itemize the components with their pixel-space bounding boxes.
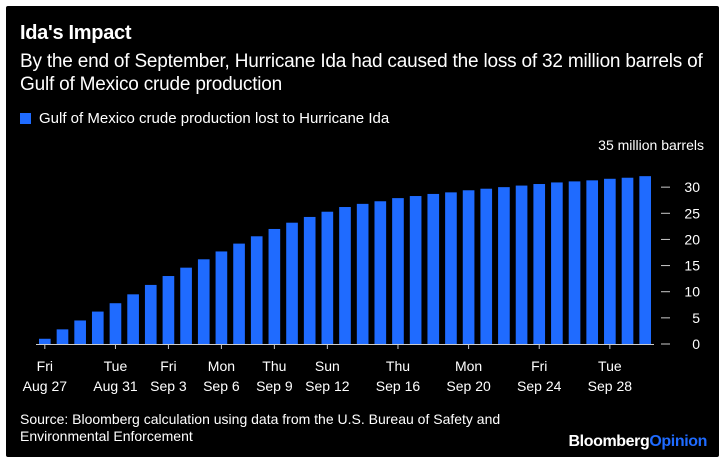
x-tick-label-date: Sep 3 [150, 378, 187, 394]
bar [621, 177, 634, 344]
x-tick-label-day: Sun [315, 358, 340, 374]
bar [498, 187, 510, 344]
bar [250, 236, 263, 344]
legend-swatch [20, 113, 31, 124]
bar [427, 193, 440, 344]
x-tick-label-date: Sep 6 [203, 378, 240, 394]
bar [533, 184, 546, 344]
legend-label: Gulf of Mexico crude production lost to … [39, 110, 390, 127]
y-tick-label: 25 [684, 205, 700, 221]
bar [462, 190, 475, 344]
brand-logo: BloombergOpinion [569, 433, 708, 451]
bar [286, 222, 298, 344]
y-tick-label: 15 [684, 258, 700, 274]
bar [268, 228, 281, 344]
bar [91, 311, 104, 344]
x-tick-label-date: Sep 16 [376, 378, 421, 394]
bar [356, 203, 369, 344]
x-tick-label-day: Fri [160, 358, 176, 374]
bar [127, 294, 139, 344]
bar [480, 188, 493, 344]
bar [604, 178, 616, 344]
source-note: Source: Bloomberg calculation using data… [20, 411, 501, 444]
y-axis-unit-label: 35 million barrels [598, 137, 704, 153]
bar [39, 338, 51, 344]
bar [551, 182, 563, 344]
bar [180, 267, 192, 344]
brand-accent: Opinion [649, 433, 707, 450]
x-tick-label-date: Sep 9 [256, 378, 293, 394]
y-tick-label: 10 [684, 284, 700, 300]
chart-subtitle: By the end of September, Hurricane Ida h… [20, 51, 703, 95]
chart-title: Ida's Impact [20, 22, 132, 44]
bar [321, 211, 334, 344]
chart-card: Ida's Impact By the end of September, Hu… [6, 6, 719, 457]
bar [74, 320, 86, 344]
bar [109, 303, 122, 344]
y-tick-label: 5 [692, 310, 700, 326]
x-tick-label-date: Aug 31 [93, 378, 138, 394]
x-tick-label-date: Sep 24 [517, 378, 562, 394]
x-tick-label-day: Fri [531, 358, 547, 374]
bar [568, 181, 581, 344]
bar [56, 329, 69, 344]
y-tick-label: 0 [692, 336, 700, 352]
x-tick-label-date: Sep 12 [305, 378, 350, 394]
x-tick-label-date: Sep 20 [446, 378, 491, 394]
x-tick-label-day: Tue [104, 358, 128, 374]
legend: Gulf of Mexico crude production lost to … [20, 110, 389, 127]
x-tick-label-day: Mon [455, 358, 482, 374]
bar-chart: 0 5 10 15 20 25 30 Fri Aug 27 Tue Aug 31 Fri Sep 3 Mo… [23, 176, 700, 394]
bar [586, 180, 599, 344]
y-tick-label: 20 [684, 231, 700, 247]
bar [445, 192, 457, 344]
bar [303, 216, 316, 344]
bar [392, 198, 404, 344]
bar [409, 196, 422, 344]
bar [639, 176, 651, 344]
y-tick-label: 30 [684, 179, 700, 195]
bar [374, 201, 387, 344]
brand-name: Bloomberg [568, 433, 650, 450]
bar [215, 251, 228, 344]
x-tick-label-date: Sep 28 [588, 378, 633, 394]
bar [233, 243, 245, 344]
x-tick-label-day: Thu [386, 358, 410, 374]
bar [515, 185, 528, 344]
x-tick-label-date: Aug 27 [23, 378, 68, 394]
x-tick-label-day: Mon [208, 358, 235, 374]
x-tick-label-day: Tue [598, 358, 622, 374]
bar [144, 284, 157, 344]
bar [197, 259, 210, 344]
bar [162, 276, 175, 344]
x-tick-label-day: Thu [262, 358, 286, 374]
x-tick-label-day: Fri [37, 358, 53, 374]
bar [339, 207, 351, 344]
